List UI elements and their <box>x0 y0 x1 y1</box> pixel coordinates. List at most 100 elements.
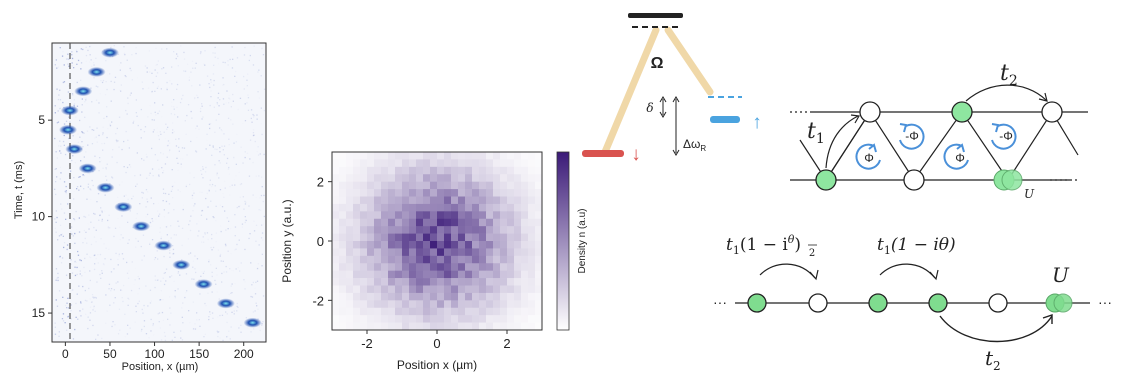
density-cell <box>367 159 375 168</box>
noise-speck <box>80 259 82 262</box>
noise-speck <box>109 304 111 306</box>
noise-speck <box>166 156 168 158</box>
noise-speck <box>87 183 90 185</box>
density-cell <box>493 218 501 227</box>
density-cell <box>423 307 431 316</box>
noise-speck <box>69 121 71 123</box>
density-cell <box>500 181 508 190</box>
density-cell <box>535 255 543 264</box>
noise-speck <box>135 112 137 114</box>
noise-speck <box>248 175 251 177</box>
noise-speck <box>122 258 125 260</box>
noise-speck <box>230 285 232 287</box>
noise-speck <box>73 67 75 69</box>
noise-speck <box>149 243 151 245</box>
noise-speck <box>169 324 171 326</box>
noise-speck <box>98 219 100 221</box>
density-cell <box>346 218 354 227</box>
noise-speck <box>122 181 123 182</box>
density-cell <box>395 241 403 249</box>
density-cell <box>423 196 431 205</box>
noise-speck <box>186 184 187 185</box>
noise-speck <box>80 160 82 162</box>
density-cell <box>360 203 368 212</box>
noise-speck <box>152 324 154 327</box>
noise-speck <box>195 150 197 152</box>
density-cell <box>444 203 452 212</box>
noise-speck <box>60 145 62 147</box>
density-cell <box>381 181 389 190</box>
noise-speck <box>261 324 263 326</box>
density-cell <box>381 315 389 323</box>
density-cell <box>381 152 389 160</box>
noise-speck <box>216 103 219 105</box>
density-cell <box>472 241 480 249</box>
noise-speck <box>57 110 59 112</box>
noise-speck <box>182 158 183 159</box>
noise-speck <box>182 322 184 324</box>
density-cell <box>451 292 459 301</box>
density-cell <box>493 211 501 220</box>
noise-speck <box>257 146 259 148</box>
noise-speck <box>124 52 126 55</box>
noise-speck <box>67 203 69 205</box>
noise-speck <box>158 213 161 215</box>
noise-speck <box>172 129 174 131</box>
noise-speck <box>98 112 100 114</box>
noise-speck <box>158 110 161 112</box>
density-cell <box>374 211 382 220</box>
density-cell <box>374 189 382 197</box>
density-cell <box>332 241 340 249</box>
density-cell <box>416 174 424 182</box>
noise-speck <box>65 218 67 220</box>
density-cell <box>472 270 480 279</box>
panel-a-ylabel: Time, t (ms) <box>13 161 25 219</box>
density-cell <box>465 270 473 279</box>
noise-speck <box>121 215 123 217</box>
density-cell <box>423 181 431 190</box>
noise-speck <box>222 98 225 100</box>
density-cell <box>514 218 522 227</box>
density-cell <box>346 263 354 271</box>
noise-speck <box>255 224 258 226</box>
density-cell <box>416 233 424 242</box>
noise-speck <box>173 281 174 282</box>
noise-speck <box>106 179 108 181</box>
noise-speck <box>73 198 75 200</box>
density-cell <box>535 189 543 197</box>
noise-speck <box>229 268 231 270</box>
density-cell <box>374 300 382 309</box>
density-cell <box>409 248 417 257</box>
panel-d-flux-1: Φ <box>855 143 881 170</box>
noise-speck <box>120 289 122 291</box>
noise-speck <box>85 46 87 48</box>
noise-speck <box>87 186 89 188</box>
density-cell <box>500 322 508 331</box>
noise-speck <box>216 174 218 176</box>
noise-speck <box>56 216 58 219</box>
density-cell <box>346 233 354 242</box>
noise-speck <box>191 117 193 119</box>
noise-speck <box>78 217 80 219</box>
density-cell <box>507 174 515 182</box>
noise-speck <box>101 211 103 214</box>
noise-speck <box>82 174 84 176</box>
noise-speck <box>169 296 170 297</box>
noise-speck <box>71 272 74 274</box>
density-cell <box>465 285 473 294</box>
density-cell <box>423 166 431 175</box>
noise-speck <box>134 175 136 177</box>
density-cell <box>402 189 410 197</box>
noise-speck <box>79 119 81 122</box>
density-cell <box>535 315 543 323</box>
density-cell <box>451 218 459 227</box>
noise-speck <box>141 259 143 261</box>
density-cell <box>465 263 473 271</box>
density-cell <box>465 218 473 227</box>
noise-speck <box>87 327 89 330</box>
density-cell <box>402 263 410 271</box>
noise-speck <box>74 328 76 331</box>
noise-speck <box>105 175 107 177</box>
noise-speck <box>193 176 195 179</box>
noise-speck <box>194 203 196 205</box>
